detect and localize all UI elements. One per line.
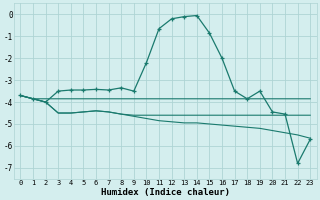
X-axis label: Humidex (Indice chaleur): Humidex (Indice chaleur) xyxy=(101,188,230,197)
